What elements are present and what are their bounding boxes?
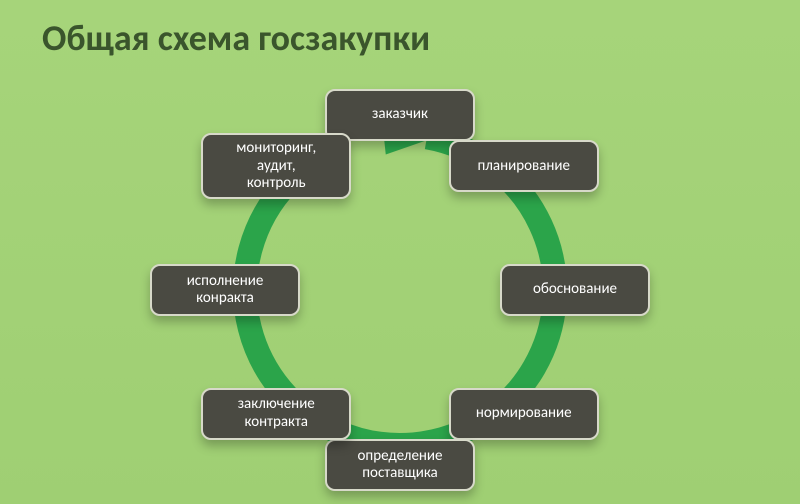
page-title: Общая схема госзакупки bbox=[42, 16, 430, 60]
cycle-node-label: мониторинг, аудит, контроль bbox=[236, 140, 316, 192]
cycle-node: нормирование bbox=[449, 388, 599, 440]
cycle-arrow-ring bbox=[0, 0, 800, 504]
cycle-node: исполнение конракта bbox=[150, 264, 300, 316]
cycle-node: заказчик bbox=[325, 89, 475, 141]
cycle-node-label: заказчик bbox=[372, 106, 428, 123]
cycle-node: мониторинг, аудит, контроль bbox=[201, 133, 351, 199]
cycle-node: заключение контракта bbox=[201, 388, 351, 440]
cycle-node-label: определение поставщика bbox=[357, 448, 442, 483]
cycle-node-label: планирование bbox=[477, 158, 570, 175]
cycle-node: обоснование bbox=[500, 264, 650, 316]
cycle-node-label: нормирование bbox=[476, 405, 572, 422]
cycle-node: планирование bbox=[449, 140, 599, 192]
cycle-node-label: обоснование bbox=[533, 281, 617, 298]
cycle-node-label: заключение контракта bbox=[238, 396, 315, 431]
cycle-node-label: исполнение конракта bbox=[187, 273, 264, 308]
cycle-node: определение поставщика bbox=[325, 439, 475, 491]
